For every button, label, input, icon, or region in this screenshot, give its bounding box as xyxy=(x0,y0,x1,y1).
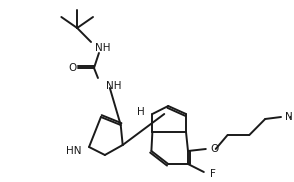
Text: H: H xyxy=(137,107,144,117)
Text: O: O xyxy=(211,144,219,154)
Text: F: F xyxy=(210,169,216,179)
Text: N: N xyxy=(285,112,293,122)
Text: O: O xyxy=(68,63,76,73)
Text: NH: NH xyxy=(106,81,121,91)
Text: HN: HN xyxy=(66,146,81,156)
Text: NH: NH xyxy=(95,43,111,53)
